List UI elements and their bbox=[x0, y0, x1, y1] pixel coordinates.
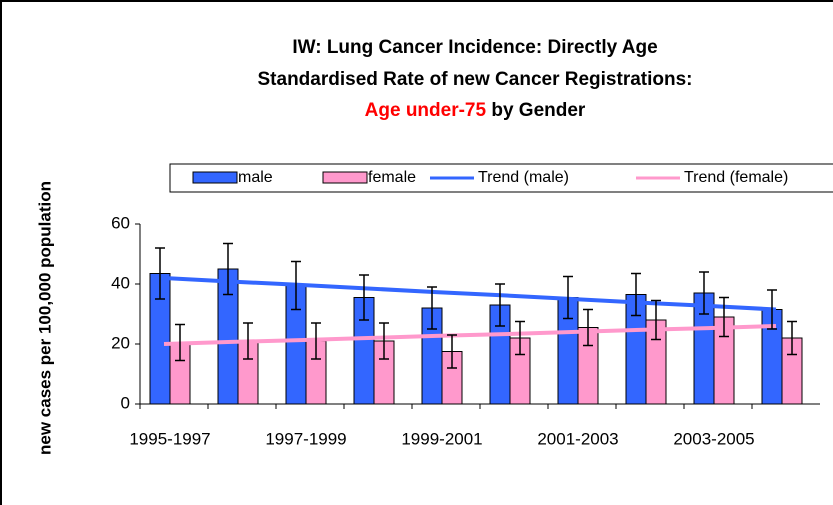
chart-title-line: Age under-75 by Gender bbox=[365, 100, 586, 121]
trend-line bbox=[163, 324, 777, 346]
x-tick-label: 2003-2005 bbox=[673, 429, 754, 448]
y-tick-label: 60 bbox=[111, 213, 130, 232]
error-bar bbox=[719, 296, 729, 338]
error-bar bbox=[175, 323, 185, 362]
error-bar bbox=[311, 322, 321, 360]
y-tick-label: 0 bbox=[121, 393, 130, 412]
error-bar bbox=[583, 308, 593, 347]
legend-swatch bbox=[322, 171, 368, 184]
error-bar bbox=[631, 272, 641, 317]
x-tick-label: 1999-2001 bbox=[401, 429, 482, 448]
x-tick-label: 2001-2003 bbox=[537, 429, 618, 448]
error-bar bbox=[243, 322, 253, 360]
error-bar bbox=[427, 286, 437, 330]
error-bar bbox=[767, 289, 777, 330]
error-bar bbox=[651, 299, 661, 341]
trend-line bbox=[163, 276, 777, 312]
legend-swatch bbox=[192, 171, 238, 184]
error-bar bbox=[379, 322, 389, 360]
title-tail: by Gender bbox=[491, 100, 586, 121]
y-tick-label: 40 bbox=[111, 273, 130, 292]
legend bbox=[169, 163, 833, 193]
x-tick-label: 1997-1999 bbox=[265, 429, 346, 448]
error-bar bbox=[359, 274, 369, 321]
y-tick-label: 20 bbox=[111, 333, 130, 352]
error-bar bbox=[495, 283, 505, 327]
legend-label: Trend (male) bbox=[478, 169, 569, 186]
error-bar bbox=[563, 275, 573, 320]
error-bar bbox=[223, 242, 233, 296]
error-bar bbox=[787, 320, 797, 356]
legend-label: male bbox=[238, 169, 273, 186]
legend-label: Trend (female) bbox=[684, 169, 788, 186]
title-highlight: Age under-75 bbox=[365, 100, 487, 121]
y-axis-label: new cases per 100,000 population bbox=[35, 181, 54, 455]
x-tick-label: 1995-1997 bbox=[129, 429, 210, 448]
error-bar bbox=[699, 271, 709, 315]
error-bar bbox=[291, 260, 301, 311]
chart-title-line: IW: Lung Cancer Incidence: Directly Age bbox=[292, 37, 657, 58]
error-bar bbox=[155, 247, 165, 300]
legend-label: female bbox=[368, 169, 416, 186]
error-bar bbox=[447, 334, 457, 369]
chart-title-line: Standardised Rate of new Cancer Registra… bbox=[258, 69, 693, 90]
error-bar bbox=[515, 320, 525, 356]
